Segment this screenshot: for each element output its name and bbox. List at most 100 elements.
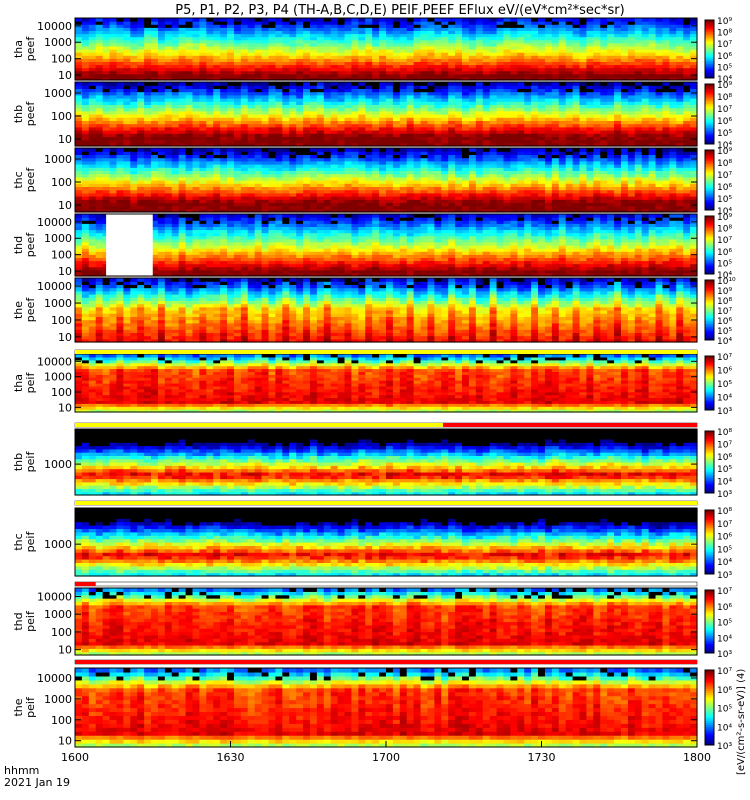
heatmap-cell <box>620 30 629 35</box>
heatmap-cell <box>282 18 290 22</box>
heatmap-cell <box>627 39 636 44</box>
heatmap-cell <box>137 42 145 47</box>
heatmap-cell <box>683 36 691 41</box>
heatmap-cell <box>95 64 104 69</box>
heatmap-cell <box>413 18 422 22</box>
heatmap-cell <box>365 36 373 41</box>
heatmap-cell <box>434 148 442 152</box>
heatmap-cell <box>164 24 173 28</box>
heatmap-cell <box>116 117 124 121</box>
heatmap-cell <box>558 82 567 86</box>
heatmap-cell <box>151 70 159 75</box>
heatmap-cell <box>655 49 664 53</box>
heatmap-cell <box>109 123 118 128</box>
heatmap-cell <box>88 49 97 53</box>
heatmap-cell <box>379 39 387 44</box>
heatmap-cell <box>365 70 373 75</box>
heatmap-cell <box>199 67 207 72</box>
heatmap-cell <box>289 30 297 35</box>
heatmap-cell <box>392 61 401 66</box>
heatmap-cell <box>75 55 83 59</box>
heatmap-cell <box>427 76 435 81</box>
heatmap-cell <box>199 52 207 56</box>
heatmap-cell <box>427 30 435 35</box>
heatmap-cell <box>399 33 408 38</box>
heatmap-cell <box>95 101 104 105</box>
heatmap-cell <box>627 45 636 50</box>
heatmap-cell <box>157 76 166 81</box>
heatmap-cell <box>434 58 442 62</box>
heatmap-cell <box>634 82 643 86</box>
heatmap-cell <box>662 45 670 50</box>
heatmap-cell <box>247 49 256 53</box>
heatmap-cell <box>358 30 366 35</box>
heatmap-cell <box>206 39 214 44</box>
heatmap-cell <box>531 76 539 81</box>
heatmap-cell <box>289 55 297 59</box>
heatmap-cell <box>441 61 449 66</box>
heatmap-cell <box>593 73 601 78</box>
heatmap-cell <box>399 42 408 47</box>
heatmap-cell <box>116 64 124 69</box>
heatmap-cell <box>448 61 456 66</box>
heatmap-cell <box>558 39 567 44</box>
heatmap-cell <box>240 30 249 35</box>
heatmap-cell <box>116 42 124 47</box>
heatmap-cell <box>538 45 546 50</box>
heatmap-cell <box>392 45 401 50</box>
heatmap-cell <box>586 58 594 62</box>
heatmap-cell <box>655 55 664 59</box>
heatmap-cell <box>690 21 698 25</box>
heatmap-cell <box>358 67 366 72</box>
heatmap-cell <box>88 58 97 62</box>
heatmap-cell <box>185 33 194 38</box>
heatmap-cell <box>254 67 263 72</box>
heatmap-cell <box>600 73 608 78</box>
heatmap-cell <box>144 30 152 35</box>
heatmap-cell <box>151 58 159 62</box>
heatmap-cell <box>88 33 97 38</box>
heatmap-cell <box>75 27 83 31</box>
heatmap-cell <box>316 61 325 66</box>
heatmap-cell <box>192 36 200 41</box>
heatmap-cell <box>123 52 131 56</box>
heatmap-cell <box>254 58 263 62</box>
heatmap-cell <box>164 30 173 35</box>
colorbar-tick-label: 10⁹ <box>717 17 732 27</box>
heatmap-cell <box>441 42 449 47</box>
heatmap-cell <box>275 52 283 56</box>
heatmap-cell <box>213 30 221 35</box>
heatmap-cell <box>538 18 546 22</box>
heatmap-cell <box>614 36 622 41</box>
heatmap-cell <box>116 21 124 25</box>
heatmap-cell <box>109 110 118 115</box>
heatmap-cell <box>351 36 359 41</box>
heatmap-cell <box>620 82 629 86</box>
heatmap-cell <box>309 33 318 38</box>
heatmap-cell <box>406 70 415 75</box>
heatmap-cell <box>247 36 256 41</box>
heatmap-cell <box>213 58 221 62</box>
heatmap-cell <box>406 45 415 50</box>
heatmap-cell <box>455 30 463 35</box>
heatmap-cell <box>330 49 339 53</box>
colorbar-segment <box>705 25 714 28</box>
heatmap-cell <box>157 70 166 75</box>
heatmap-cell <box>648 18 657 22</box>
heatmap-cell <box>648 55 657 59</box>
heatmap-cell <box>386 36 394 41</box>
heatmap-cell <box>517 70 525 75</box>
heatmap-cell <box>337 67 346 72</box>
heatmap-cell <box>144 64 152 69</box>
heatmap-cell <box>247 148 256 152</box>
heatmap-cell <box>151 21 159 25</box>
heatmap-cell <box>448 76 456 81</box>
heatmap-cell <box>510 76 518 81</box>
heatmap-cell <box>406 67 415 72</box>
heatmap-cell <box>95 61 104 66</box>
heatmap-cell <box>337 36 346 41</box>
heatmap-cell <box>227 148 235 152</box>
heatmap-cell <box>669 55 677 59</box>
heatmap-cell <box>365 148 373 152</box>
heatmap-cell <box>192 148 200 152</box>
